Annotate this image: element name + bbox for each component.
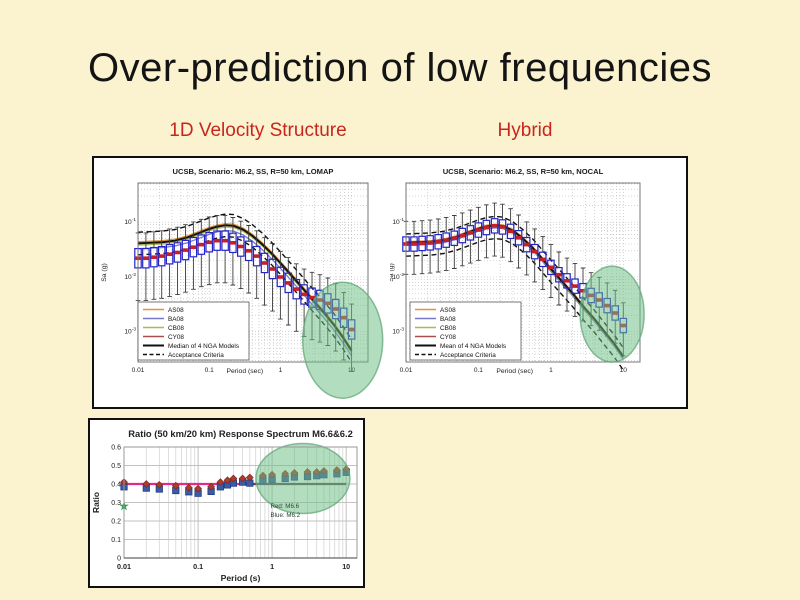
svg-text:Ratio (50 km/20 km) Response S: Ratio (50 km/20 km) Response Spectrum M6… bbox=[128, 428, 353, 439]
svg-text:UCSB, Scenario: M6.2, SS, R=50: UCSB, Scenario: M6.2, SS, R=50 km, NOCAL bbox=[443, 167, 604, 176]
svg-text:0.01: 0.01 bbox=[132, 367, 145, 374]
svg-text:Acceptance Criteria: Acceptance Criteria bbox=[440, 352, 496, 359]
svg-text:10-2: 10-2 bbox=[124, 272, 136, 281]
svg-text:1: 1 bbox=[549, 367, 553, 374]
svg-text:0.2: 0.2 bbox=[111, 518, 121, 525]
ratio-chart: Red: M6.6 Blue: M6.2 Ratio (50 km/20 km) R… bbox=[91, 428, 358, 583]
svg-text:10: 10 bbox=[620, 367, 628, 374]
slide-title: Over-prediction of low frequencies bbox=[88, 46, 712, 90]
svg-text:UCSB, Scenario: M6.2, SS, R=50: UCSB, Scenario: M6.2, SS, R=50 km, LOMAP bbox=[173, 167, 334, 176]
svg-text:0.1: 0.1 bbox=[474, 367, 483, 374]
svg-text:0.1: 0.1 bbox=[193, 562, 203, 571]
svg-text:Period (sec): Period (sec) bbox=[226, 368, 263, 375]
svg-text:AS08: AS08 bbox=[440, 307, 456, 314]
svg-text:1: 1 bbox=[279, 367, 283, 374]
svg-text:BA08: BA08 bbox=[168, 316, 184, 323]
svg-text:Sa (g): Sa (g) bbox=[390, 263, 395, 282]
svg-text:0.4: 0.4 bbox=[111, 481, 121, 488]
spectra-panel: UCSB, Scenario: M6.2, SS, R=50 km, LOMAP… bbox=[92, 156, 688, 409]
ratio-panel: Red: M6.6 Blue: M6.2 Ratio (50 km/20 km) R… bbox=[88, 418, 365, 588]
svg-text:Blue: M6.2: Blue: M6.2 bbox=[271, 512, 301, 519]
svg-text:0.6: 0.6 bbox=[111, 444, 121, 451]
svg-text:Period (sec): Period (sec) bbox=[496, 368, 533, 375]
svg-text:AS08: AS08 bbox=[168, 307, 184, 314]
svg-text:0.1: 0.1 bbox=[111, 537, 121, 544]
svg-text:CB08: CB08 bbox=[440, 325, 456, 332]
svg-text:1: 1 bbox=[270, 562, 274, 571]
lomap-spectrum-chart: UCSB, Scenario: M6.2, SS, R=50 km, LOMAP… bbox=[101, 167, 384, 399]
svg-text:Mean of 4 NGA Models: Mean of 4 NGA Models bbox=[440, 343, 506, 350]
svg-text:10-3: 10-3 bbox=[124, 327, 136, 336]
svg-text:0.01: 0.01 bbox=[400, 367, 413, 374]
svg-text:Acceptance Criteria: Acceptance Criteria bbox=[168, 352, 224, 359]
svg-text:Median of 4 NGA Models: Median of 4 NGA Models bbox=[168, 343, 239, 350]
svg-text:CY08: CY08 bbox=[168, 334, 184, 341]
svg-text:10-1: 10-1 bbox=[124, 217, 136, 226]
svg-text:Red: M6.6: Red: M6.6 bbox=[271, 503, 300, 510]
svg-text:0.1: 0.1 bbox=[205, 367, 214, 374]
svg-text:10-1: 10-1 bbox=[392, 217, 404, 226]
svg-text:10-2: 10-2 bbox=[392, 272, 404, 281]
svg-text:Ratio: Ratio bbox=[91, 492, 101, 513]
svg-text:10-3: 10-3 bbox=[392, 327, 404, 336]
label-1d-velocity-structure: 1D Velocity Structure bbox=[169, 120, 347, 141]
svg-text:10: 10 bbox=[342, 562, 350, 571]
svg-text:0.5: 0.5 bbox=[111, 463, 121, 470]
svg-text:Sa (g): Sa (g) bbox=[101, 263, 108, 282]
svg-text:0.3: 0.3 bbox=[111, 500, 121, 507]
svg-text:Period (s): Period (s) bbox=[221, 573, 261, 583]
nocal-spectrum-chart: UCSB, Scenario: M6.2, SS, R=50 km, NOCAL… bbox=[390, 167, 645, 375]
svg-text:CY08: CY08 bbox=[440, 334, 456, 341]
svg-text:0: 0 bbox=[117, 555, 121, 562]
label-hybrid: Hybrid bbox=[497, 120, 553, 141]
svg-text:0.01: 0.01 bbox=[117, 562, 131, 571]
svg-text:CB08: CB08 bbox=[168, 325, 184, 332]
svg-text:BA08: BA08 bbox=[440, 316, 456, 323]
